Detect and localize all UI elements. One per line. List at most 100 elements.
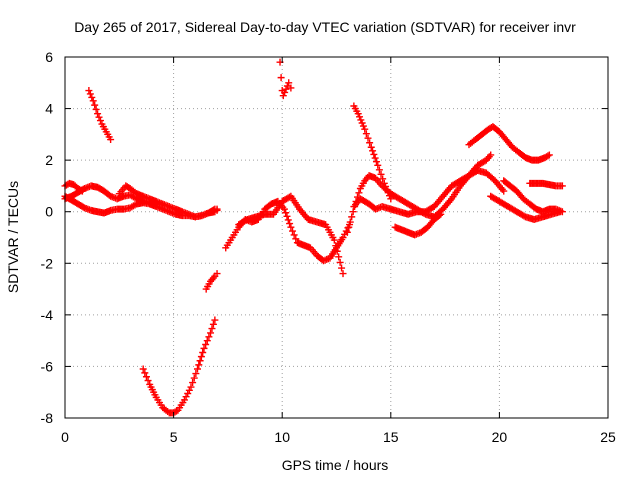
data-point (362, 130, 370, 138)
data-point (180, 396, 188, 404)
data-point (283, 212, 291, 220)
data-point (332, 242, 340, 250)
data-point (285, 79, 293, 87)
data-point (189, 379, 197, 387)
data-point (284, 216, 292, 224)
data-point (193, 365, 201, 373)
data-point (349, 208, 357, 216)
data-point (282, 209, 290, 217)
plot-frame (64, 56, 609, 419)
data-point (164, 408, 172, 416)
data-point (343, 228, 351, 236)
data-point (366, 139, 374, 147)
data-point (184, 390, 192, 398)
data-point (141, 369, 149, 377)
data-point (369, 147, 377, 155)
data-point (286, 220, 294, 228)
data-point (348, 213, 356, 221)
data-point (330, 236, 338, 244)
data-point (96, 117, 104, 125)
data-point (375, 166, 383, 174)
y-tick-label: 0 (45, 204, 53, 220)
data-point (359, 122, 367, 130)
data-point (92, 105, 100, 113)
y-tick-label: 6 (45, 49, 53, 65)
data-point (203, 337, 211, 345)
data-point (283, 82, 291, 90)
data-point (205, 333, 213, 341)
data-point (336, 258, 344, 266)
data-point (142, 373, 150, 381)
data-point (358, 119, 366, 127)
y-tick-label: -4 (41, 307, 54, 323)
x-tick-label: 10 (274, 429, 290, 445)
data-series (526, 179, 566, 190)
data-point (208, 325, 216, 333)
data-point (195, 361, 203, 369)
data-point (545, 151, 553, 159)
data-point (279, 92, 287, 100)
y-tick-label: 4 (45, 101, 53, 117)
data-point (210, 206, 218, 214)
data-point (342, 227, 350, 235)
data-points (61, 58, 566, 417)
data-point (437, 210, 445, 218)
data-point (384, 189, 392, 197)
data-series (115, 182, 167, 208)
data-point (213, 205, 221, 213)
data-point (355, 189, 363, 197)
data-point (91, 101, 99, 109)
data-point (339, 234, 347, 241)
data-point (345, 223, 353, 231)
data-point (371, 154, 379, 162)
data-point (209, 320, 217, 328)
data-point (199, 349, 207, 357)
data-point (192, 370, 200, 378)
data-point (356, 113, 364, 121)
data-point (382, 182, 390, 190)
data-point (372, 158, 380, 166)
chart-title: Day 265 of 2017, Sidereal Day-to-day VTE… (74, 19, 576, 35)
data-point (139, 365, 147, 373)
data-series (85, 87, 115, 144)
x-tick-label: 0 (61, 429, 69, 445)
data-point (287, 223, 295, 231)
data-point (282, 85, 290, 93)
data-series (139, 316, 219, 417)
data-point (487, 151, 495, 159)
x-tick-label: 20 (492, 429, 508, 445)
data-series (465, 123, 553, 164)
data-point (85, 87, 93, 95)
data-point (287, 84, 295, 92)
y-tick-label: 2 (45, 152, 53, 168)
x-tick-label: 15 (383, 429, 399, 445)
data-point (370, 150, 378, 158)
data-series (61, 179, 86, 195)
data-point (144, 377, 152, 385)
data-point (95, 113, 103, 121)
data-series (235, 192, 347, 278)
data-point (213, 270, 221, 278)
data-point (77, 186, 85, 194)
data-point (374, 161, 382, 169)
data-point (89, 97, 97, 105)
data-point (88, 93, 96, 101)
data-point (367, 143, 375, 151)
data-point (383, 186, 391, 194)
data-point (211, 316, 219, 324)
data-point (364, 134, 372, 142)
data-point (338, 264, 346, 272)
data-point (196, 357, 204, 365)
data-point (387, 195, 395, 203)
data-point (280, 205, 288, 213)
data-point (107, 136, 115, 144)
data-point (558, 182, 566, 190)
data-point (435, 211, 443, 219)
data-series (391, 210, 445, 239)
data-point (197, 353, 205, 361)
data-point (354, 110, 362, 118)
data-point (172, 407, 180, 415)
data-point (385, 192, 393, 200)
